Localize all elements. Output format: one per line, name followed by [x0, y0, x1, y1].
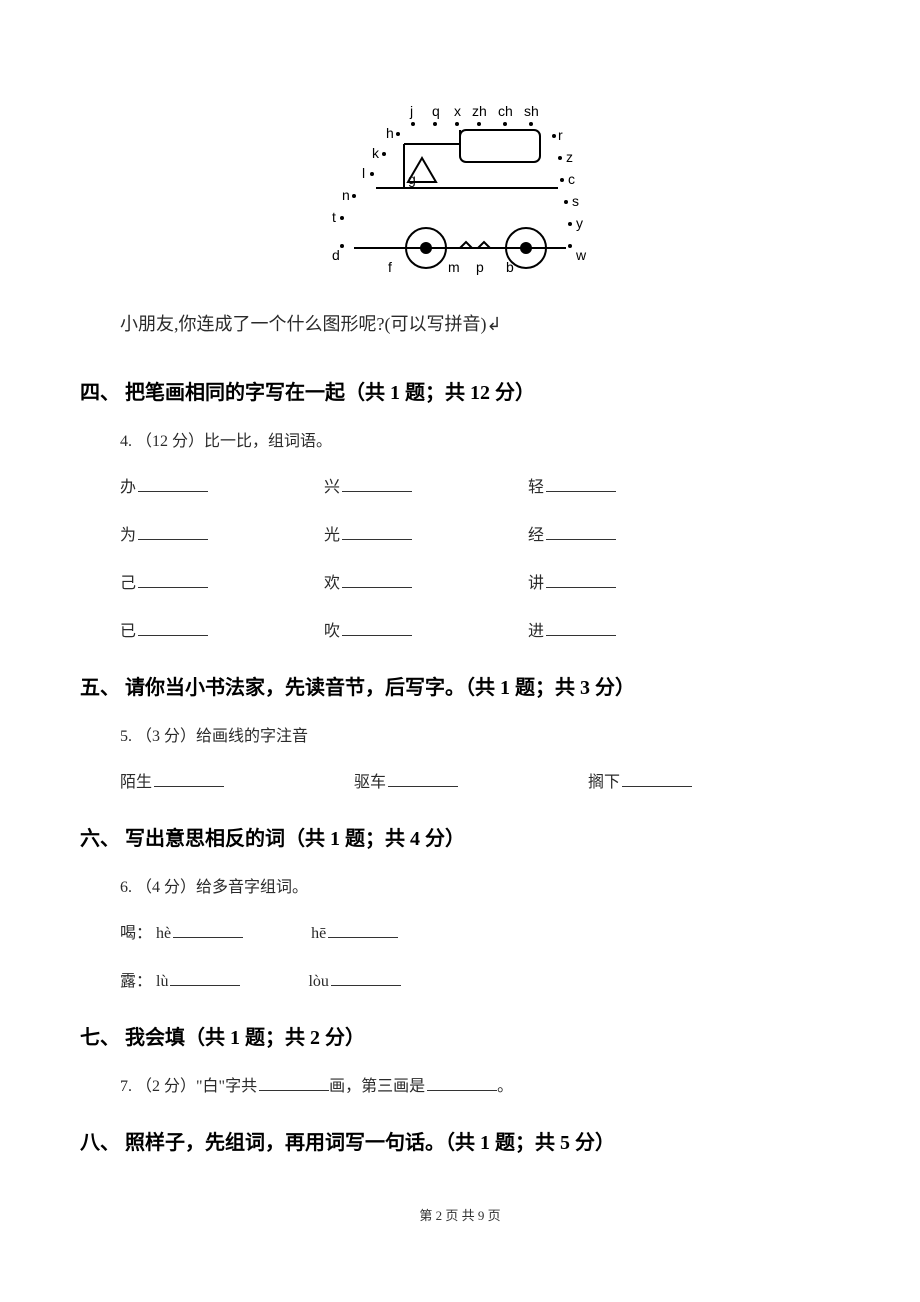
table-row: 已 吹 进	[120, 617, 840, 641]
lbl-ch: ch	[498, 103, 513, 119]
section4-rows: 办 兴 轻 为 光 经 己 欢 讲 已 吹 进	[80, 473, 840, 641]
q7-mid: 画，第三画是	[329, 1078, 425, 1095]
word: 陌生	[120, 774, 152, 791]
lbl-s: s	[572, 193, 579, 209]
blank[interactable]	[546, 525, 616, 540]
lbl-t: t	[332, 209, 336, 225]
lbl-x: x	[454, 103, 461, 119]
lbl-w: w	[575, 247, 587, 263]
table-row: 己 欢 讲	[120, 569, 840, 593]
section6-title: 六、 写出意思相反的词（共 1 题；共 4 分）	[80, 822, 840, 851]
char: 欢	[324, 575, 340, 592]
q7-end: 。	[497, 1078, 513, 1095]
blank[interactable]	[331, 971, 401, 986]
blank[interactable]	[388, 772, 458, 787]
section5-row: 陌生 驱车 搁下	[120, 768, 840, 792]
blank[interactable]	[342, 477, 412, 492]
pinyin: hè	[156, 925, 171, 942]
table-row: 办 兴 轻	[120, 473, 840, 497]
pinyin: hē	[311, 925, 326, 942]
section8-title: 八、 照样子，先组词，再用词写一句话。（共 1 题；共 5 分）	[80, 1126, 840, 1155]
word: 搁下	[588, 774, 620, 791]
section4-title: 四、 把笔画相同的字写在一起（共 1 题；共 12 分）	[80, 376, 840, 405]
blank[interactable]	[546, 573, 616, 588]
page: j q x zh ch sh h k l n t d r z c s y w	[0, 0, 920, 1264]
lbl-n: n	[342, 187, 350, 203]
lbl-sh: sh	[524, 103, 539, 119]
char: 兴	[324, 479, 340, 496]
blank[interactable]	[138, 573, 208, 588]
pinyin-svg: j q x zh ch sh h k l n t d r z c s y w	[310, 100, 610, 290]
blank[interactable]	[170, 971, 240, 986]
blank[interactable]	[342, 573, 412, 588]
word: 驱车	[354, 774, 386, 791]
lbl-r: r	[558, 127, 563, 143]
diagram-caption: 小朋友,你连成了一个什么图形呢?(可以写拼音)↲	[120, 310, 840, 336]
section6-question: 6. （4 分）给多音字组词。	[120, 873, 840, 897]
blank[interactable]	[138, 525, 208, 540]
section5-question: 5. （3 分）给画线的字注音	[120, 722, 840, 746]
blank[interactable]	[342, 525, 412, 540]
lbl-l: l	[362, 165, 365, 181]
lbl-m: m	[448, 259, 460, 275]
blank[interactable]	[546, 621, 616, 636]
section6-row: 露： lù lòu	[120, 967, 840, 991]
char: 己	[120, 575, 136, 592]
lbl-p: p	[476, 259, 484, 275]
char: 露：	[120, 973, 152, 990]
char: 已	[120, 623, 136, 640]
char: 办	[120, 479, 136, 496]
table-row: 为 光 经	[120, 521, 840, 545]
section7-title: 七、 我会填（共 1 题；共 2 分）	[80, 1021, 840, 1050]
lbl-k: k	[372, 145, 380, 161]
blank[interactable]	[173, 923, 243, 938]
lbl-d: d	[332, 247, 340, 263]
blank[interactable]	[427, 1076, 497, 1091]
char: 轻	[528, 479, 544, 496]
section5-title: 五、 请你当小书法家，先读音节，后写字。（共 1 题；共 3 分）	[80, 671, 840, 700]
blank[interactable]	[622, 772, 692, 787]
lbl-z: z	[566, 149, 573, 165]
char: 喝：	[120, 925, 152, 942]
lbl-f: f	[388, 259, 392, 275]
char: 吹	[324, 623, 340, 640]
pinyin: lòu	[308, 973, 328, 990]
blank[interactable]	[138, 477, 208, 492]
q7-pre: 7. （2 分）"白"字共	[120, 1078, 257, 1095]
lbl-zh: zh	[472, 103, 487, 119]
section7-question: 7. （2 分）"白"字共 画，第三画是 。	[120, 1072, 840, 1096]
lbl-h: h	[386, 125, 394, 141]
char: 光	[324, 527, 340, 544]
blank[interactable]	[259, 1076, 329, 1091]
char: 讲	[528, 575, 544, 592]
lbl-j: j	[409, 103, 413, 119]
pinyin: lù	[156, 973, 168, 990]
pinyin-diagram: j q x zh ch sh h k l n t d r z c s y w	[80, 100, 840, 290]
char: 进	[528, 623, 544, 640]
char: 为	[120, 527, 136, 544]
lbl-q: q	[432, 103, 440, 119]
section6-row: 喝： hè hē	[120, 919, 840, 943]
blank[interactable]	[138, 621, 208, 636]
lbl-y: y	[576, 215, 583, 231]
blank[interactable]	[328, 923, 398, 938]
page-footer: 第 2 页 共 9 页	[80, 1205, 840, 1224]
lbl-c: c	[568, 171, 575, 187]
blank[interactable]	[342, 621, 412, 636]
blank[interactable]	[154, 772, 224, 787]
section4-question: 4. （12 分）比一比，组词语。	[120, 427, 840, 451]
char: 经	[528, 527, 544, 544]
blank[interactable]	[546, 477, 616, 492]
